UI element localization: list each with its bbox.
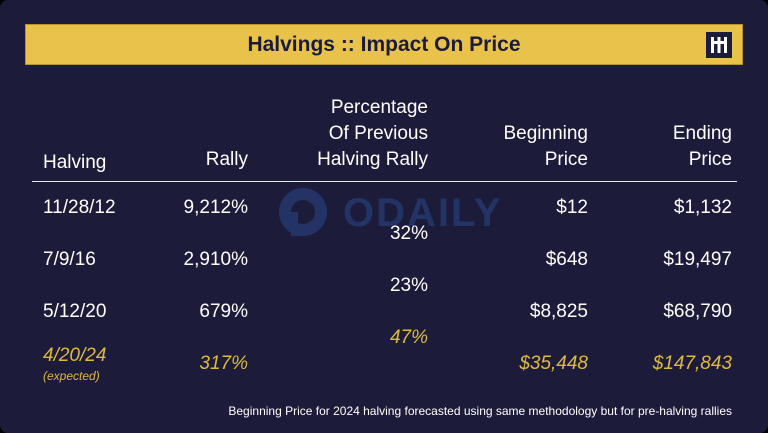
row-1-beginning-price: $12 (556, 197, 588, 218)
header-ending-line2: Price (688, 149, 732, 170)
expected-halving: 4/20/24 (43, 345, 107, 366)
row-2-rally: 2,910% (183, 249, 248, 270)
expected-beginning-price: $35,448 (519, 353, 588, 374)
title-bar: Halvings :: Impact On Price (25, 24, 743, 65)
percentage-3-expected: 47% (389, 327, 428, 348)
header-halving: Halving (43, 152, 107, 173)
percentage-1: 32% (389, 223, 428, 244)
row-2-halving: 7/9/16 (43, 249, 96, 270)
row-3-rally: 679% (199, 301, 248, 322)
header-percentage-line3: Halving Rally (317, 149, 428, 170)
header-percentage-line2: Of Previous (328, 123, 428, 144)
footnote: Beginning Price for 2024 halving forecas… (228, 404, 732, 418)
expected-rally: 317% (199, 353, 248, 374)
row-2-beginning-price: $648 (545, 249, 588, 270)
header-ending-line1: Ending (672, 123, 732, 144)
slide-title: Halvings :: Impact On Price (247, 33, 521, 56)
expected-note: (expected) (43, 369, 100, 383)
expected-ending-price: $147,843 (652, 353, 732, 374)
header-divider (32, 181, 737, 182)
row-3-beginning-price: $8,825 (529, 301, 588, 322)
pantera-logo-icon (706, 32, 732, 58)
row-1-halving: 11/28/12 (43, 197, 116, 218)
percentage-2: 23% (389, 275, 428, 296)
odaily-watermark: ODAILY (275, 185, 515, 240)
row-3-halving: 5/12/20 (43, 301, 107, 322)
header-beginning-line1: Beginning (503, 123, 588, 144)
watermark-text: ODAILY (343, 191, 503, 235)
row-1-ending-price: $1,132 (673, 197, 732, 218)
header-beginning-line2: Price (544, 149, 588, 170)
row-1-rally: 9,212% (183, 197, 248, 218)
row-2-ending-price: $19,497 (663, 249, 732, 270)
odaily-logo-icon (279, 188, 327, 236)
header-rally: Rally (205, 149, 248, 170)
row-3-ending-price: $68,790 (663, 301, 732, 322)
header-percentage-line1: Percentage (330, 97, 428, 118)
